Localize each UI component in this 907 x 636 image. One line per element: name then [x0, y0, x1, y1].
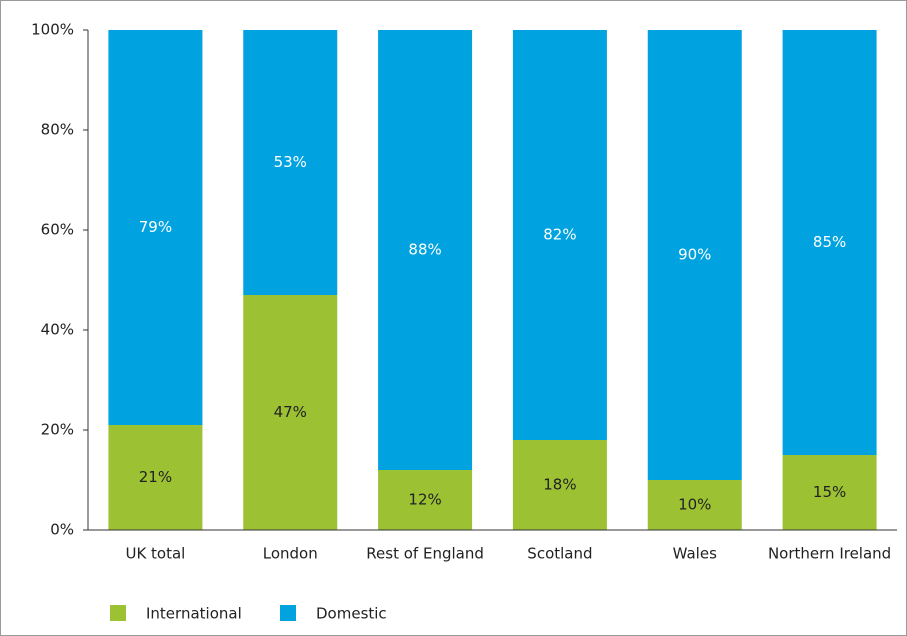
data-label: 82%: [543, 226, 576, 244]
bar-segment: [512, 30, 607, 440]
bar-segment: [108, 30, 203, 425]
bar-segment: [512, 440, 607, 530]
bar-segment: [647, 480, 742, 530]
y-tick-label: 20%: [41, 421, 74, 439]
data-label: 79%: [139, 218, 172, 236]
data-label: 15%: [813, 483, 846, 501]
y-tick-label: 0%: [50, 521, 74, 539]
x-tick-label: Scotland: [527, 545, 592, 563]
data-label: 21%: [139, 468, 172, 486]
bar-segment: [243, 295, 338, 530]
data-label: 47%: [274, 403, 307, 421]
legend-label: International: [146, 605, 242, 623]
bar-segment: [782, 30, 877, 455]
legend-swatch: [110, 605, 126, 621]
legend-label: Domestic: [316, 605, 387, 623]
bar-segment: [782, 455, 877, 530]
data-label: 88%: [408, 241, 441, 259]
y-tick-label: 60%: [41, 221, 74, 239]
y-tick-label: 80%: [41, 121, 74, 139]
bar-segment: [647, 30, 742, 480]
data-label: 85%: [813, 233, 846, 251]
y-tick-label: 100%: [31, 21, 74, 39]
data-label: 53%: [274, 153, 307, 171]
bar-segment: [243, 30, 338, 295]
x-tick-label: UK total: [125, 545, 185, 563]
x-tick-label: Northern Ireland: [768, 545, 891, 563]
bar-segment: [378, 30, 473, 470]
y-tick-label: 40%: [41, 321, 74, 339]
data-label: 10%: [678, 496, 711, 514]
bar-segment: [378, 470, 473, 530]
x-tick-label: London: [263, 545, 318, 563]
data-label: 18%: [543, 476, 576, 494]
bar-segment: [108, 425, 203, 530]
x-tick-label: Rest of England: [366, 545, 484, 563]
data-label: 12%: [408, 491, 441, 509]
data-label: 90%: [678, 246, 711, 264]
legend-swatch: [280, 605, 296, 621]
x-tick-label: Wales: [673, 545, 717, 563]
